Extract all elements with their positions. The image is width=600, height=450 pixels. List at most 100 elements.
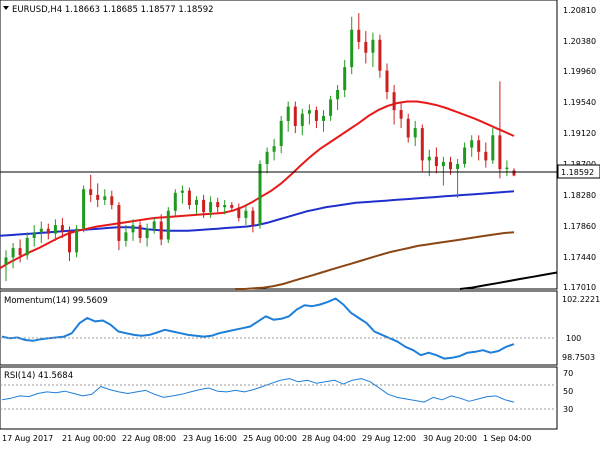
price-tick: 1.20380 (563, 37, 596, 46)
candle-body (60, 225, 64, 231)
candle-body (449, 161, 452, 170)
candle-body (237, 207, 241, 218)
price-tick: 1.17440 (563, 253, 596, 262)
candle-body (336, 90, 340, 100)
candle-body (230, 205, 234, 208)
candle-body (46, 228, 50, 234)
candle-body (11, 248, 15, 258)
momentum-plot (1, 297, 515, 360)
time-tick: 28 Aug 04:00 (302, 434, 356, 443)
candle-body (463, 147, 467, 164)
price-plot (0, 13, 558, 290)
candle-body (117, 205, 121, 241)
candle-body (96, 194, 100, 200)
rsi-line (1, 378, 515, 403)
candle-body (456, 164, 460, 169)
candle-body (187, 190, 191, 205)
candle-body (477, 140, 481, 152)
candle-body (138, 225, 142, 238)
candle-body (32, 232, 36, 238)
candle-body (279, 120, 283, 146)
time-tick: 29 Aug 12:00 (362, 434, 416, 443)
candle-body (307, 110, 311, 114)
candle-body (498, 135, 502, 170)
candle-body (89, 189, 93, 195)
rsi-panel-frame (0, 366, 558, 430)
rsi-tick: 30 (563, 405, 573, 414)
candle-body (39, 228, 43, 233)
momentum-tick: 102.2221 (562, 295, 600, 304)
candle-body (484, 151, 488, 161)
candle-body (103, 196, 107, 200)
candle-body (512, 170, 516, 176)
time-tick: 17 Aug 2017 (2, 434, 53, 443)
candle-body (378, 39, 382, 71)
candle-body (470, 140, 474, 148)
candle-body (350, 29, 354, 68)
candle-body (300, 113, 304, 126)
candle-body (420, 128, 424, 161)
time-tick: 22 Aug 08:00 (122, 434, 176, 443)
candle-body (53, 225, 57, 234)
candle-body (145, 228, 149, 238)
candle-body (251, 210, 255, 226)
candle-body (329, 99, 333, 116)
price-panel-frame (0, 0, 558, 290)
candle-body (413, 128, 417, 138)
triangle-down-icon[interactable] (3, 6, 9, 10)
price-tick: 1.17860 (563, 222, 596, 231)
candle-body (272, 146, 276, 152)
candle-body (180, 190, 184, 193)
candle-body (434, 156, 438, 167)
candle-body (491, 135, 495, 161)
price-axis: 1.20810 1.20380 1.19960 1.19540 1.19120 … (563, 6, 596, 292)
candle-body (314, 110, 318, 121)
candle-body (124, 232, 128, 241)
price-tick: 1.19120 (563, 129, 596, 138)
candle-body (357, 29, 361, 42)
candle-body (152, 221, 156, 229)
candle-body (392, 92, 396, 111)
candle-body (173, 192, 177, 211)
time-tick: 1 Sep 04:00 (483, 434, 531, 443)
candle-body (68, 230, 71, 253)
current-price-label: 1.18592 (561, 168, 594, 177)
rsi-tick: 50 (563, 387, 573, 396)
price-tick: 1.17010 (563, 283, 596, 292)
ma200-line (235, 231, 515, 290)
time-axis: 17 Aug 2017 21 Aug 00:00 22 Aug 08:00 23… (2, 434, 531, 443)
candle-body (202, 199, 206, 213)
candle-body (399, 110, 403, 119)
price-tick: 1.18280 (563, 191, 596, 200)
candle-body (385, 70, 389, 93)
candle-body (286, 106, 290, 121)
candle-body (322, 115, 325, 121)
price-tick: 1.19960 (563, 67, 596, 76)
candle-body (258, 164, 262, 226)
candle-body (166, 210, 170, 240)
candle-body (216, 202, 220, 208)
price-tick: 1.20810 (563, 6, 596, 15)
candle-body (110, 196, 114, 205)
candle-body (427, 156, 431, 161)
candle-body (209, 202, 213, 213)
candle-body (18, 248, 22, 256)
candle-body (4, 257, 8, 265)
time-tick: 21 Aug 00:00 (62, 434, 116, 443)
candle-body (343, 67, 347, 91)
candle-body (505, 167, 509, 169)
time-tick: 23 Aug 16:00 (183, 434, 237, 443)
momentum-tick: 98.7503 (562, 353, 595, 362)
candle-body (244, 210, 248, 218)
candle-body (25, 238, 29, 256)
candle-body (195, 199, 198, 205)
rsi-tick: 70 (563, 369, 573, 378)
momentum-tick: 100 (566, 334, 581, 343)
candle-body (75, 228, 79, 253)
candle-body (371, 39, 375, 53)
symbol-header: EURUSD,H4 1.18663 1.18685 1.18577 1.1859… (12, 5, 214, 15)
candle-body (406, 118, 410, 138)
rsi-plot (1, 378, 515, 403)
